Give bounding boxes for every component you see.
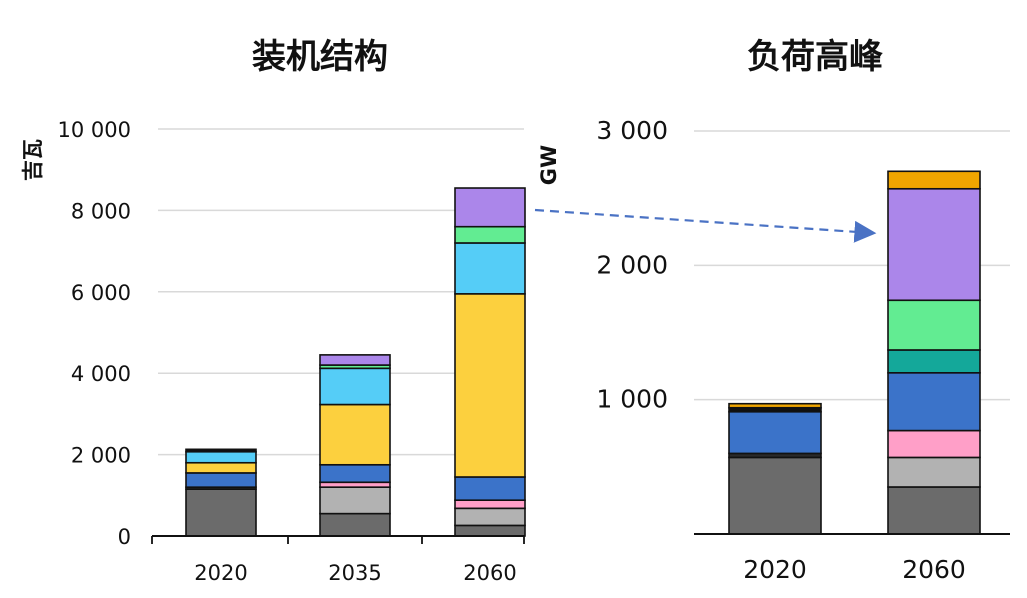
bar-segment: [887, 429, 981, 459]
left-x-axis: [151, 535, 525, 544]
category-label: 2020: [743, 555, 807, 584]
bar-segment: [454, 242, 526, 295]
right-y-tick-labels: 1 000 2 000 3 000: [596, 116, 668, 414]
bar-segment: [319, 367, 391, 406]
bar-segment: [887, 349, 981, 374]
right-category-labels: 2020 2060: [743, 555, 966, 584]
bar-segment: [319, 486, 391, 515]
category-label: 2035: [328, 561, 381, 585]
bar-segment: [454, 507, 526, 527]
bar-segment: [887, 486, 981, 535]
dashed-connector-arrow: [534, 208, 877, 243]
bar-segment: [728, 456, 822, 535]
bar-segment: [887, 456, 981, 488]
bar-segment: [185, 448, 257, 453]
bar-segment: [185, 461, 257, 474]
y-tick-label: 3 000: [596, 116, 668, 145]
bar-segment: [319, 403, 391, 466]
y-tick-label: 6 000: [71, 281, 131, 305]
y-tick-label: 1 000: [596, 385, 668, 414]
left-chart-install-structure: 装机结构 吉瓦 0 2 000 4 000 6 000 8 000 10 000 2020…: [21, 37, 526, 585]
bar-segment: [887, 371, 981, 432]
left-chart-title: 装机结构: [252, 37, 388, 77]
bar-segment: [319, 354, 391, 366]
bar-segment: [454, 187, 526, 228]
bar-segment: [887, 187, 981, 302]
bar-segment: [319, 512, 391, 537]
bar-segment: [454, 499, 526, 510]
bar-segment: [454, 524, 526, 537]
bar-segment: [454, 225, 526, 244]
right-y-axis-label: GW: [537, 145, 561, 185]
category-label: 2060: [902, 555, 966, 584]
category-label: 2020: [194, 561, 247, 585]
y-tick-label: 8 000: [71, 199, 131, 223]
left-category-labels: 2020 2035 2060: [194, 561, 516, 585]
bar-segment: [454, 293, 526, 478]
y-tick-label: 2 000: [71, 444, 131, 468]
bar-segment: [887, 170, 981, 190]
right-chart-peak-load: 负荷高峰 GW 1 000 2 000 3 000 2020 2060: [537, 37, 1010, 584]
bar-segment: [185, 488, 257, 537]
y-tick-label: 0: [118, 525, 131, 549]
left-bars: [185, 187, 526, 537]
right-chart-title: 负荷高峰: [747, 37, 883, 77]
bar-segment: [185, 450, 257, 464]
bar-segment: [728, 410, 822, 455]
left-y-tick-labels: 0 2 000 4 000 6 000 8 000 10 000: [58, 118, 131, 549]
bar-segment: [887, 299, 981, 351]
bar-segment: [185, 472, 257, 488]
left-y-axis-label: 吉瓦: [21, 139, 45, 181]
y-tick-label: 2 000: [596, 250, 668, 279]
bar-segment: [728, 402, 822, 409]
category-label: 2060: [463, 561, 516, 585]
bar-segment: [319, 463, 391, 484]
bar-segment: [454, 476, 526, 501]
y-tick-label: 4 000: [71, 362, 131, 386]
right-bars: [728, 170, 981, 535]
y-tick-label: 10 000: [58, 118, 131, 142]
